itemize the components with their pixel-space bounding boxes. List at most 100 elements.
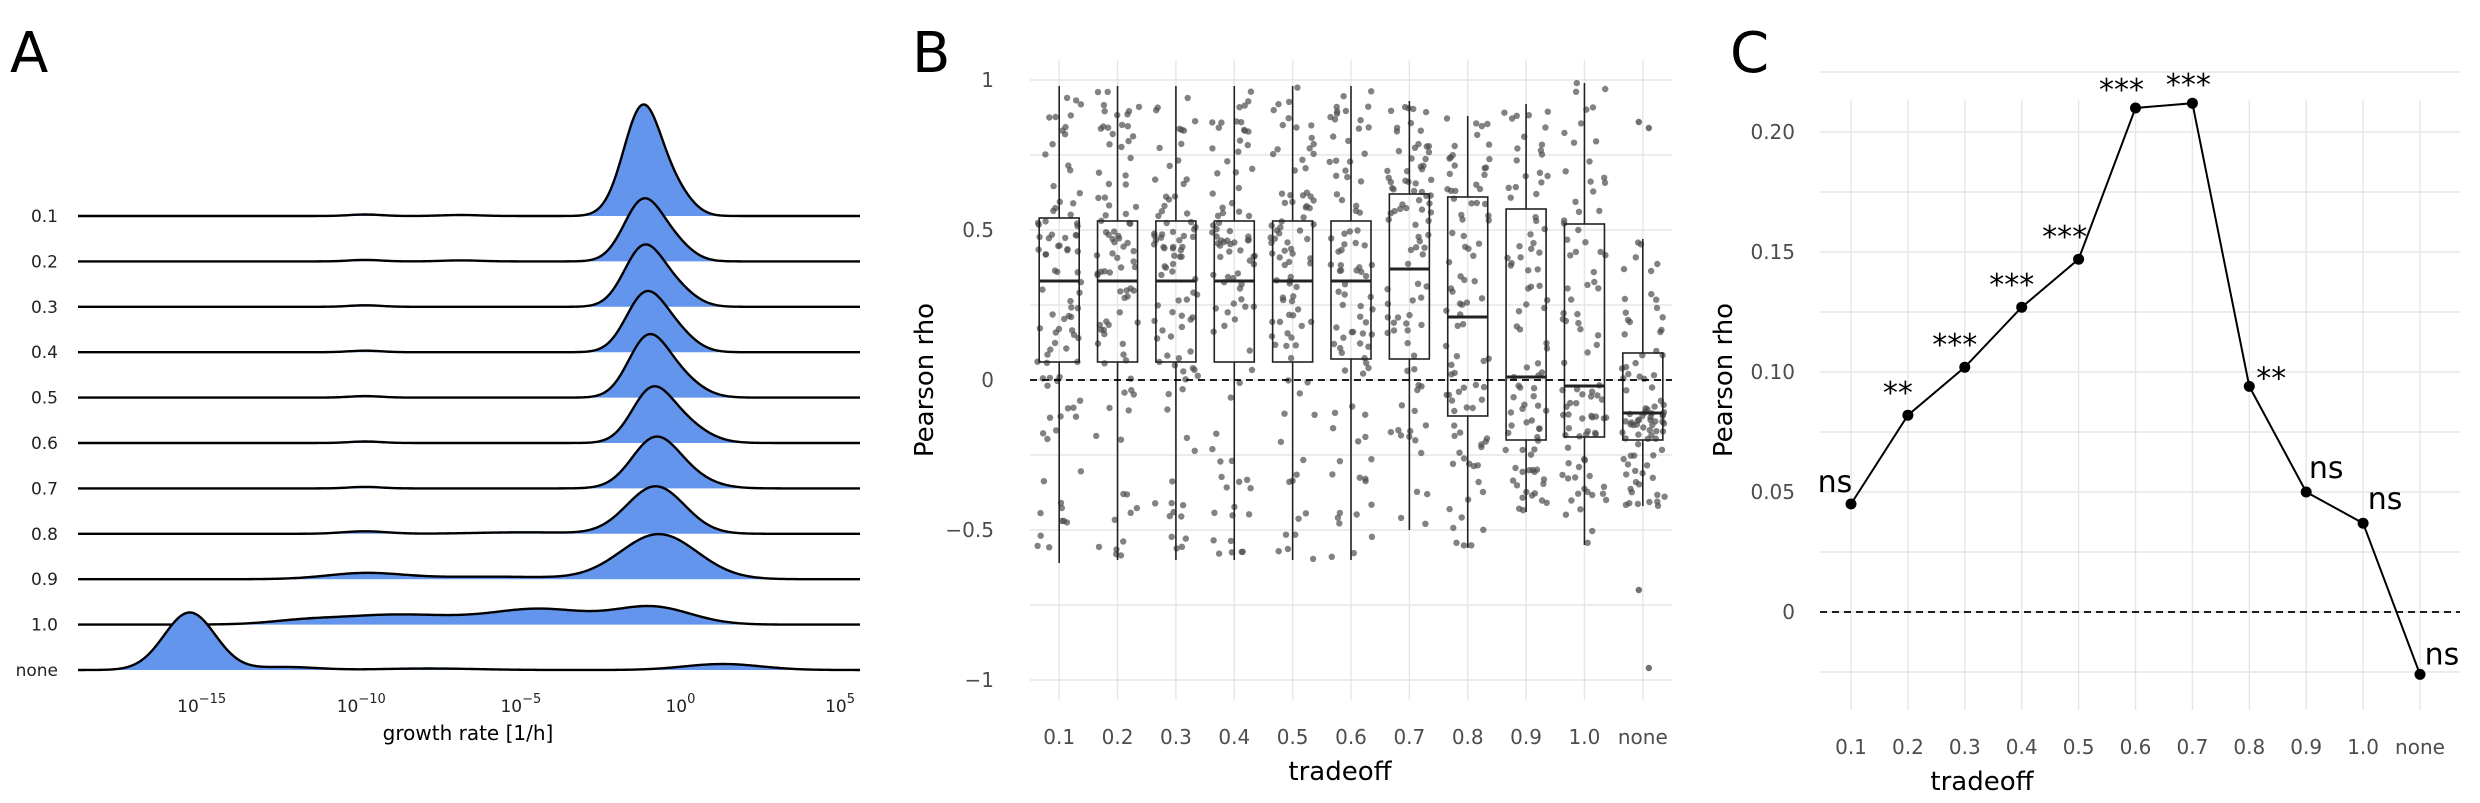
jitter-point <box>1120 490 1127 498</box>
jitter-point <box>1542 124 1549 131</box>
jitter-point <box>1292 531 1299 538</box>
jitter-point <box>1249 165 1256 172</box>
jitter-point <box>1428 176 1435 183</box>
jitter-point <box>1659 314 1666 321</box>
jitter-point <box>1227 537 1235 545</box>
jitter-point <box>1412 437 1419 444</box>
jitter-point <box>1530 393 1537 400</box>
jitter-point <box>1523 419 1530 426</box>
ridge-line <box>78 332 860 399</box>
data-point <box>2186 97 2198 109</box>
jitter-point <box>1577 506 1584 513</box>
jitter-point <box>1118 143 1125 151</box>
jitter-point <box>1418 383 1425 390</box>
x-tick-label: none <box>2395 735 2445 759</box>
jitter-point <box>1247 88 1255 95</box>
jitter-point <box>1417 127 1425 134</box>
jitter-point <box>1167 333 1175 340</box>
jitter-point <box>1337 262 1345 269</box>
jitter-point <box>1460 542 1468 549</box>
jitter-point <box>1241 102 1248 109</box>
jitter-point <box>1117 288 1124 295</box>
x-tick-label: 0.6 <box>1335 725 1367 749</box>
jitter-point <box>1064 405 1072 412</box>
jitter-point <box>1128 387 1135 394</box>
jitter-point <box>1179 502 1187 509</box>
jitter-point <box>1475 240 1483 247</box>
ridge-area <box>78 386 860 443</box>
jitter-point <box>1046 114 1053 121</box>
jitter-point <box>1538 141 1546 148</box>
jitter-point <box>1404 327 1411 334</box>
jitter-point <box>1122 172 1129 179</box>
jitter-point <box>1368 456 1375 463</box>
jitter-point <box>1287 354 1295 362</box>
jitter-point <box>1101 268 1108 275</box>
jitter-point <box>1451 162 1458 169</box>
jitter-point <box>1531 446 1538 453</box>
jitter-point <box>1363 359 1370 367</box>
ridge-line <box>78 197 860 263</box>
jitter-point <box>1622 501 1630 508</box>
jitter-point <box>1331 409 1339 416</box>
jitter-point <box>1300 214 1307 221</box>
jitter-point <box>1121 389 1128 396</box>
jitter-point <box>1421 244 1428 251</box>
x-tick-label: 10−10 <box>337 692 386 717</box>
jitter-point <box>1111 516 1119 523</box>
jitter-point <box>1230 300 1238 307</box>
jitter-point <box>1341 367 1349 374</box>
jitter-point <box>1601 179 1609 186</box>
jitter-point <box>1101 108 1108 115</box>
jitter-point <box>1046 414 1054 421</box>
jitter-point <box>1410 105 1417 113</box>
jitter-point <box>1285 98 1293 106</box>
jitter-point <box>1042 218 1049 225</box>
jitter-point <box>1219 204 1226 211</box>
jitter-point <box>1451 142 1458 150</box>
jitter-point <box>1227 394 1235 401</box>
jitter-point <box>1076 190 1084 197</box>
jitter-point <box>1151 317 1158 325</box>
jitter-point <box>1346 158 1354 165</box>
jitter-point <box>1341 241 1348 248</box>
jitter-point <box>1561 129 1568 137</box>
jitter-point <box>1626 318 1634 326</box>
jitter-point <box>1602 85 1609 93</box>
jitter-point <box>1620 265 1628 273</box>
jitter-point <box>1422 422 1430 429</box>
jitter-point <box>1474 131 1481 139</box>
jitter-point <box>1101 194 1109 201</box>
jitter-point <box>1308 122 1315 129</box>
jitter-point <box>1476 185 1484 193</box>
jitter-point <box>1519 405 1526 412</box>
jitter-point <box>1336 267 1344 274</box>
jitter-point <box>1070 200 1077 207</box>
jitter-point <box>1568 497 1575 504</box>
jitter-point <box>1472 381 1480 389</box>
ridge-line <box>78 532 860 581</box>
boxes <box>1030 83 1672 563</box>
jitter-point <box>1362 319 1370 326</box>
jitter-point <box>1519 507 1527 514</box>
jitter-point <box>1575 319 1582 327</box>
jitter-point <box>1527 231 1534 238</box>
box <box>1213 220 1256 363</box>
jitter-point <box>1459 216 1466 223</box>
x-tick-label: 0.9 <box>1510 725 1542 749</box>
jitter-point <box>1560 217 1568 224</box>
jitter-point <box>1559 471 1566 479</box>
ridge-label: 0.9 <box>31 570 58 590</box>
jitter-point <box>1276 318 1284 325</box>
jitter-point <box>1446 170 1454 178</box>
jitter-point <box>1293 124 1300 131</box>
jitter-point <box>1587 178 1594 185</box>
box <box>1096 220 1139 363</box>
jitter-point <box>1622 309 1630 316</box>
jitter-point <box>1397 514 1405 522</box>
jitter-point <box>1404 260 1412 268</box>
jitter-point <box>1418 294 1425 301</box>
jitter-point <box>1236 285 1244 292</box>
jitter-point <box>1077 101 1085 108</box>
jitter-point <box>1410 352 1418 359</box>
